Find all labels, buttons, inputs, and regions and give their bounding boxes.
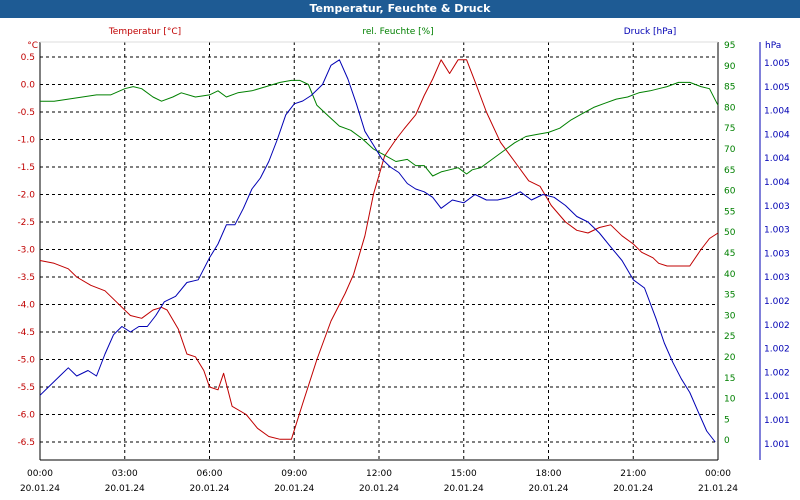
pressure-tick-label: 1.001 <box>764 392 790 402</box>
pressure-tick-label: 1.004 <box>764 154 790 164</box>
x-tick-date-label: 20.01.24 <box>444 484 484 494</box>
pressure-tick-label: 1.003 <box>764 273 790 283</box>
series-lines <box>39 59 719 443</box>
x-tick-date-label: 20.01.24 <box>613 484 653 494</box>
series-line-temperature <box>39 59 719 440</box>
x-tick-date-label: 21.01.24 <box>698 484 738 494</box>
x-tick-time-label: 00:00 <box>705 469 731 479</box>
x-tick-time-label: 21:00 <box>620 469 646 479</box>
humidity-tick-label: 95 <box>724 41 735 51</box>
x-tick-date-label: 20.01.24 <box>274 484 314 494</box>
temperature-tick-label: -4.5 <box>17 328 35 338</box>
x-tick-time-label: 03:00 <box>112 469 138 479</box>
x-tick-date-label: 20.01.24 <box>105 484 145 494</box>
temperature-tick-label: -1.0 <box>17 136 35 146</box>
temperature-axis-title: Temperatur [°C] <box>108 27 181 37</box>
temperature-tick-label: -0.5 <box>17 108 35 118</box>
humidity-tick-label: 90 <box>724 62 736 72</box>
x-tick-date-label: 20.01.24 <box>189 484 229 494</box>
humidity-tick-label: 65 <box>724 166 735 176</box>
x-tick-time-label: 00:00 <box>27 469 53 479</box>
humidity-tick-label: 45 <box>724 249 735 259</box>
humidity-tick-label: 50 <box>724 228 736 238</box>
series-line-humidity <box>40 79 719 177</box>
humidity-tick-label: 25 <box>724 332 735 342</box>
pressure-axis-title: Druck [hPa] <box>624 27 677 37</box>
pressure-tick-label: 1.004 <box>764 178 790 188</box>
series-line-pressure <box>39 59 716 443</box>
pressure-tick-label: 1.002 <box>764 345 790 355</box>
pressure-tick-label: 1.003 <box>764 249 790 259</box>
humidity-axis-title: rel. Feuchte [%] <box>362 27 433 37</box>
temperature-tick-label: -6.0 <box>17 411 35 421</box>
plot-frame <box>39 41 761 461</box>
grid <box>40 42 718 460</box>
temperature-tick-label: -6.5 <box>17 438 35 448</box>
pressure-tick-label: 1.004 <box>764 107 790 117</box>
x-tick-time-label: 12:00 <box>366 469 392 479</box>
temperature-tick-label: -1.5 <box>17 163 35 173</box>
temperature-tick-label: -2.0 <box>17 191 35 201</box>
chart-title: Temperatur, Feuchte & Druck <box>0 0 800 18</box>
humidity-tick-label: 40 <box>724 270 736 280</box>
humidity-tick-label: 15 <box>724 374 735 384</box>
humidity-tick-label: 60 <box>724 187 736 197</box>
humidity-tick-label: 5 <box>724 415 730 425</box>
humidity-tick-label: 30 <box>724 311 736 321</box>
pressure-tick-label: 1.005 <box>764 59 790 69</box>
x-tick-date-label: 20.01.24 <box>359 484 399 494</box>
humidity-tick-label: 80 <box>724 103 736 113</box>
pressure-tick-label: 1.001 <box>764 416 790 426</box>
pressure-tick-label: 1.003 <box>764 202 790 212</box>
pressure-tick-label: 1.002 <box>764 321 790 331</box>
axes: 00:00 20.01.24 03:00 20.01.24 06:00 20.01.24 0… <box>17 27 790 494</box>
humidity-tick-label: 35 <box>724 291 735 301</box>
humidity-tick-label: 10 <box>724 395 736 405</box>
humidity-tick-label: 70 <box>724 145 736 155</box>
temperature-tick-label: -5.0 <box>17 356 35 366</box>
humidity-tick-label: 55 <box>724 207 735 217</box>
x-tick-date-label: 20.01.24 <box>20 484 60 494</box>
x-tick-date-label: 20.01.24 <box>528 484 568 494</box>
pressure-tick-label: 1.005 <box>764 83 790 93</box>
x-tick-time-label: 18:00 <box>536 469 562 479</box>
temperature-tick-label: -2.5 <box>17 218 35 228</box>
x-tick-time-label: 06:00 <box>197 469 223 479</box>
humidity-tick-label: 0 <box>724 436 730 446</box>
temperature-tick-label: -4.0 <box>17 301 35 311</box>
pressure-tick-label: 1.002 <box>764 368 790 378</box>
humidity-tick-label: 85 <box>724 83 735 93</box>
humidity-tick-label: 75 <box>724 124 735 134</box>
pressure-unit-label: hPa <box>765 41 781 51</box>
temperature-tick-label: -3.0 <box>17 246 35 256</box>
temperature-tick-label: -5.5 <box>17 383 35 393</box>
temperature-tick-label: -3.5 <box>17 273 35 283</box>
pressure-tick-label: 1.002 <box>764 297 790 307</box>
pressure-tick-label: 1.003 <box>764 226 790 236</box>
temperature-tick-label: 0.0 <box>21 81 36 91</box>
x-tick-time-label: 15:00 <box>451 469 477 479</box>
temperature-tick-label: 0.5 <box>21 53 35 63</box>
humidity-tick-label: 20 <box>724 353 736 363</box>
temperature-unit-label: °C <box>27 41 38 51</box>
x-tick-time-label: 09:00 <box>281 469 307 479</box>
pressure-tick-label: 1.004 <box>764 130 790 140</box>
pressure-tick-label: 1.001 <box>764 440 790 450</box>
